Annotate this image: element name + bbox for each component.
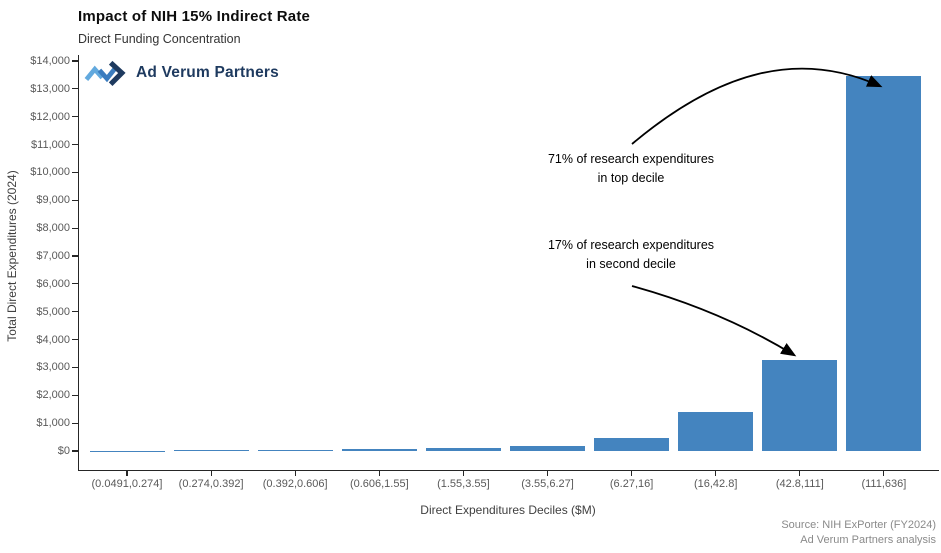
x-tick-label: (0.606,1.55] bbox=[349, 478, 409, 490]
y-tick-label: $11,000 bbox=[31, 138, 70, 151]
annotation-line: in top decile bbox=[597, 171, 665, 185]
y-axis-tick bbox=[72, 116, 78, 118]
x-tick-label: (42.8,111] bbox=[775, 478, 824, 490]
y-axis-tick bbox=[72, 422, 78, 424]
y-tick-label: $7,000 bbox=[36, 250, 70, 262]
ad-verum-logo: Ad Verum Partners bbox=[84, 59, 279, 87]
y-tick-label: $12,000 bbox=[30, 110, 70, 123]
y-tick-label: $1,000 bbox=[36, 417, 70, 430]
y-axis-tick bbox=[72, 199, 78, 201]
y-tick-label: $2,000 bbox=[36, 389, 70, 402]
y-tick-label: $3,000 bbox=[36, 361, 70, 374]
x-axis-tick bbox=[378, 471, 380, 476]
y-tick-label: $6,000 bbox=[36, 277, 70, 290]
y-axis-tick bbox=[72, 227, 78, 229]
x-axis-title: Direct Expenditures Deciles ($M) bbox=[420, 503, 596, 517]
x-axis-tick bbox=[126, 471, 128, 476]
y-tick-label: $4,000 bbox=[36, 333, 70, 346]
y-axis-tick bbox=[72, 338, 78, 341]
y-tick-label: $10,000 bbox=[30, 166, 70, 179]
y-tick-label: $13,000 bbox=[30, 82, 70, 95]
decile-bar bbox=[425, 448, 501, 451]
decile-bar bbox=[341, 449, 417, 451]
x-axis-tick bbox=[883, 471, 885, 476]
y-axis-tick bbox=[72, 171, 78, 174]
y-axis-tick bbox=[72, 394, 78, 396]
y-axis-tick bbox=[72, 60, 78, 62]
annotation-line: 71% of research expenditures bbox=[547, 152, 715, 166]
x-tick-label: (16,42.8] bbox=[693, 478, 738, 490]
y-axis-tick bbox=[72, 283, 78, 285]
annotation-second-decile: 17% of research expenditures in second d… bbox=[496, 236, 766, 274]
decile-bar bbox=[678, 412, 754, 451]
x-tick-label: (0.0491,0.274] bbox=[91, 478, 163, 490]
y-tick-label: $0 bbox=[57, 445, 70, 457]
source-line-2: Ad Verum Partners analysis bbox=[800, 534, 936, 546]
chart-subtitle: Direct Funding Concentration bbox=[78, 32, 241, 46]
x-axis-tick bbox=[631, 471, 633, 476]
decile-bar bbox=[762, 360, 838, 451]
chart-title: Impact of NIH 15% Indirect Rate bbox=[78, 8, 311, 25]
logo-zigzag-arrow-icon bbox=[84, 60, 126, 87]
y-tick-label: $9,000 bbox=[36, 194, 70, 207]
decile-bar bbox=[846, 76, 922, 451]
x-axis-tick bbox=[462, 471, 464, 476]
decile-bar bbox=[510, 446, 585, 451]
decile-bar bbox=[594, 438, 670, 451]
x-axis-tick bbox=[715, 471, 717, 476]
logo-text: Ad Verum Partners bbox=[136, 64, 279, 81]
decile-bar bbox=[257, 449, 333, 451]
x-axis-tick bbox=[546, 471, 549, 476]
y-axis-tick bbox=[72, 311, 78, 313]
y-tick-label: $14,000 bbox=[30, 55, 70, 67]
source-line-1: Source: NIH ExPorter (FY2024) bbox=[781, 519, 936, 531]
x-tick-label: (3.55,6.27] bbox=[521, 478, 574, 490]
x-axis-tick bbox=[799, 471, 801, 476]
x-tick-label: (0.392,0.606] bbox=[262, 478, 328, 490]
y-axis-tick bbox=[72, 255, 78, 257]
y-axis-tick bbox=[72, 143, 78, 146]
x-tick-label: (0.274,0.392] bbox=[178, 478, 244, 490]
y-tick-label: $8,000 bbox=[36, 222, 70, 235]
y-axis-tick bbox=[72, 88, 78, 90]
annotation-top-decile: 71% of research expenditures in top deci… bbox=[496, 150, 766, 188]
x-axis-tick bbox=[210, 471, 212, 476]
y-axis-tick bbox=[72, 450, 78, 452]
y-axis-tick bbox=[72, 366, 78, 369]
y-axis-title: Total Direct Expenditures (2024) bbox=[5, 170, 19, 342]
annotation-line: 17% of research expenditures bbox=[547, 238, 715, 252]
decile-bar bbox=[173, 450, 249, 451]
y-tick-label: $5,000 bbox=[36, 305, 70, 318]
x-tick-label: (111,636] bbox=[861, 478, 907, 490]
x-axis-tick bbox=[294, 471, 296, 476]
x-tick-label: (1.55,3.55] bbox=[437, 478, 490, 490]
annotation-line: in second decile bbox=[586, 257, 676, 271]
x-tick-label: (6.27,16] bbox=[609, 478, 654, 490]
